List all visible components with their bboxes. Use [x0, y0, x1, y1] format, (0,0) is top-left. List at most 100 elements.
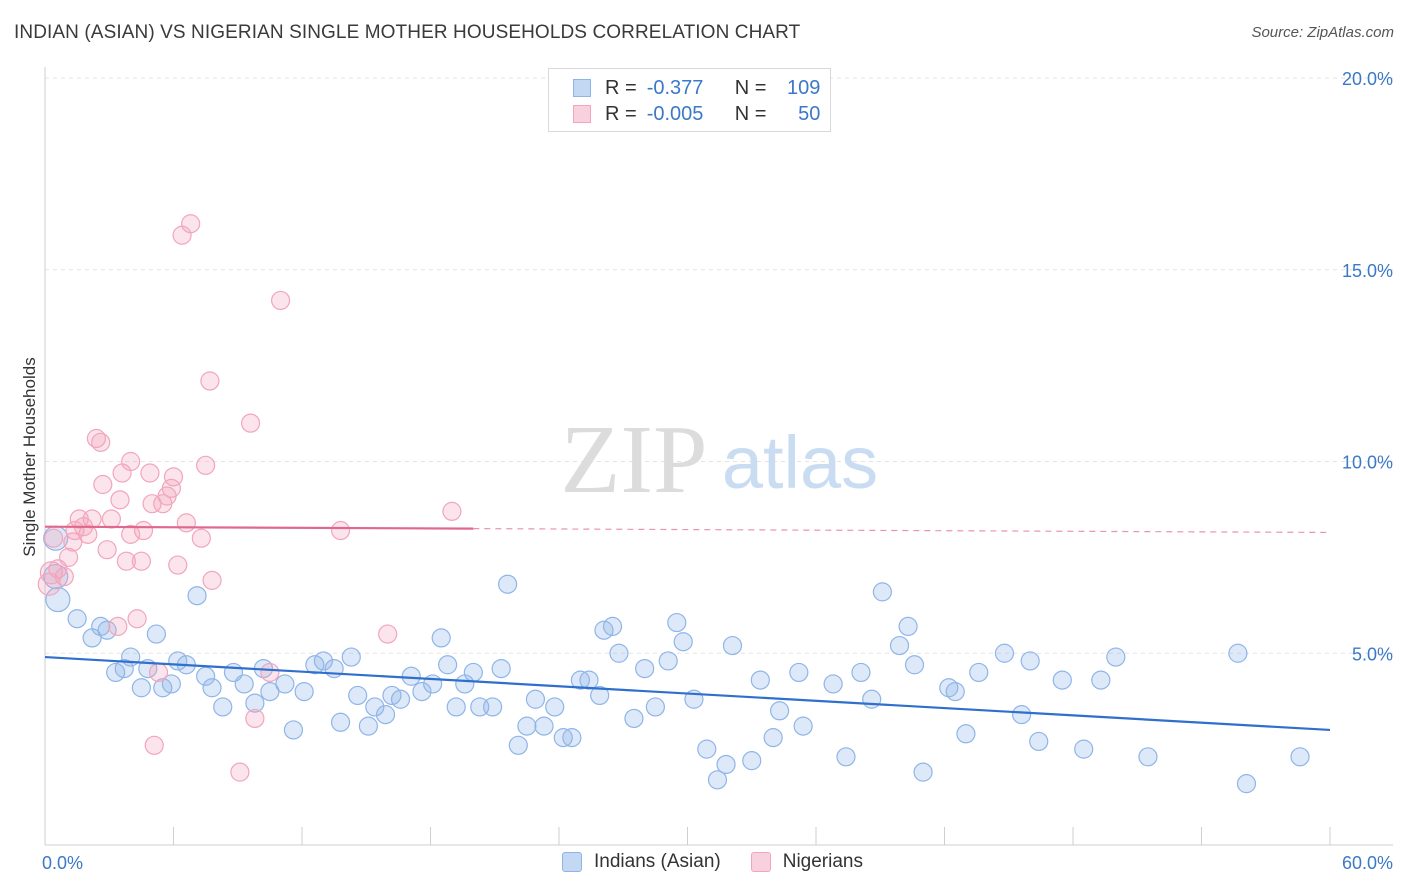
legend-label-nigerians: Nigerians	[782, 851, 863, 872]
legend-item-nigerians[interactable]: Nigerians	[750, 851, 863, 873]
indian-point	[525, 689, 546, 709]
indian-point	[645, 697, 665, 717]
correlation-legend: R = -0.377 N = 109 R = -0.005 N = 50	[548, 68, 831, 132]
indian-point	[898, 616, 918, 637]
indian-point	[114, 658, 134, 679]
nigerian-point	[270, 290, 291, 311]
indian-point	[45, 586, 71, 613]
nigerian-point	[330, 520, 351, 541]
nigerian-point	[245, 708, 265, 729]
indian-point	[1106, 647, 1126, 667]
indian-point	[131, 678, 151, 698]
indian-point	[1020, 651, 1040, 671]
nigerian-point	[168, 555, 188, 575]
indian-point	[969, 662, 989, 683]
nigerian-trend-line-dashed	[473, 528, 1331, 534]
indian-point	[260, 681, 280, 702]
indian-point	[67, 609, 87, 629]
nigerian-point	[97, 540, 117, 560]
indian-point	[763, 728, 783, 748]
indian-point	[872, 582, 892, 602]
indian-point	[431, 628, 451, 648]
indian-point	[341, 647, 361, 667]
nigerian-point	[260, 662, 280, 683]
indian-point	[294, 681, 314, 702]
indian-point	[624, 708, 644, 729]
nigerian-point	[196, 455, 216, 475]
indian-point	[187, 586, 207, 606]
indian-point	[483, 697, 503, 717]
nigerian-point	[63, 532, 83, 552]
indian-point	[697, 739, 717, 759]
indian-point	[401, 666, 421, 686]
indian-point	[904, 655, 925, 675]
y-tick-label: 5.0%	[1352, 644, 1393, 664]
indian-point	[412, 681, 432, 702]
indian-point	[562, 728, 582, 748]
watermark-atlas: atlas	[722, 421, 878, 504]
nigerian-point	[181, 214, 201, 234]
legend-item-indians[interactable]: Indians (Asian)	[562, 851, 721, 873]
nigerian-point	[93, 474, 113, 495]
indian-point	[1091, 670, 1111, 690]
legend-n-label: N =	[734, 76, 767, 99]
indian-point	[545, 697, 565, 717]
indian-point	[390, 689, 411, 709]
indian-point	[1029, 731, 1049, 752]
nigerian-point	[140, 463, 160, 483]
x-tick-label: 0.0%	[42, 853, 83, 873]
indian-point	[722, 635, 743, 656]
indian-point	[658, 651, 678, 671]
indian-point	[330, 712, 351, 732]
x-tick-label: 60.0%	[1342, 853, 1393, 873]
y-tick-label: 10.0%	[1342, 453, 1393, 473]
nigerian-point	[116, 551, 136, 571]
data-points	[37, 214, 1310, 794]
legend-swatch-nigerians	[750, 852, 771, 872]
legend-r-label: R =	[605, 102, 637, 125]
indian-point	[862, 689, 882, 709]
indian-point	[1052, 670, 1072, 690]
nigerian-point	[101, 509, 121, 529]
indian-point	[498, 574, 518, 594]
indian-point	[1011, 705, 1032, 725]
nigerian-point	[108, 616, 128, 637]
indian-point	[202, 678, 222, 698]
nigerian-point	[144, 735, 164, 755]
indian-point	[534, 716, 554, 736]
tick-labels: 5.0% 10.0% 15.0% 20.0% 0.0% 60.0%	[42, 69, 1393, 873]
y-tick-label: 20.0%	[1342, 69, 1393, 89]
indian-point	[446, 697, 466, 717]
indian-point	[707, 770, 728, 790]
nigerian-point	[78, 524, 98, 544]
indian-point	[375, 705, 396, 725]
nigerian-point	[163, 467, 184, 487]
indian-point	[161, 674, 181, 694]
series-legend: Indians (Asian) Nigerians	[562, 851, 893, 873]
nigerian-point	[127, 609, 147, 629]
indian-point	[994, 643, 1015, 663]
nigerian-point	[148, 662, 169, 683]
indian-point	[579, 670, 599, 690]
indian-point	[517, 716, 537, 736]
legend-n-value: 109	[787, 76, 821, 99]
nigerian-point	[121, 451, 141, 472]
indian-point	[1290, 747, 1310, 767]
indian-point	[275, 674, 295, 694]
nigerian-point	[161, 478, 181, 498]
legend-n-value: 50	[798, 102, 821, 125]
nigerian-point	[43, 528, 64, 548]
indian-point	[602, 616, 623, 637]
source-credit: Source: ZipAtlas.com	[1251, 24, 1394, 41]
legend-swatch-indians	[562, 852, 582, 872]
trend-lines	[44, 525, 1331, 732]
nigerian-point	[110, 490, 130, 510]
indian-point	[1138, 747, 1158, 767]
nigerian-point	[378, 624, 398, 644]
indian-point	[358, 716, 378, 736]
indian-point	[491, 658, 511, 679]
gridlines	[45, 77, 1393, 654]
nigerian-point	[82, 509, 102, 529]
legend-label-indians: Indians (Asian)	[594, 851, 721, 872]
legend-row-nigerians: R = -0.005 N = 50	[573, 102, 820, 126]
